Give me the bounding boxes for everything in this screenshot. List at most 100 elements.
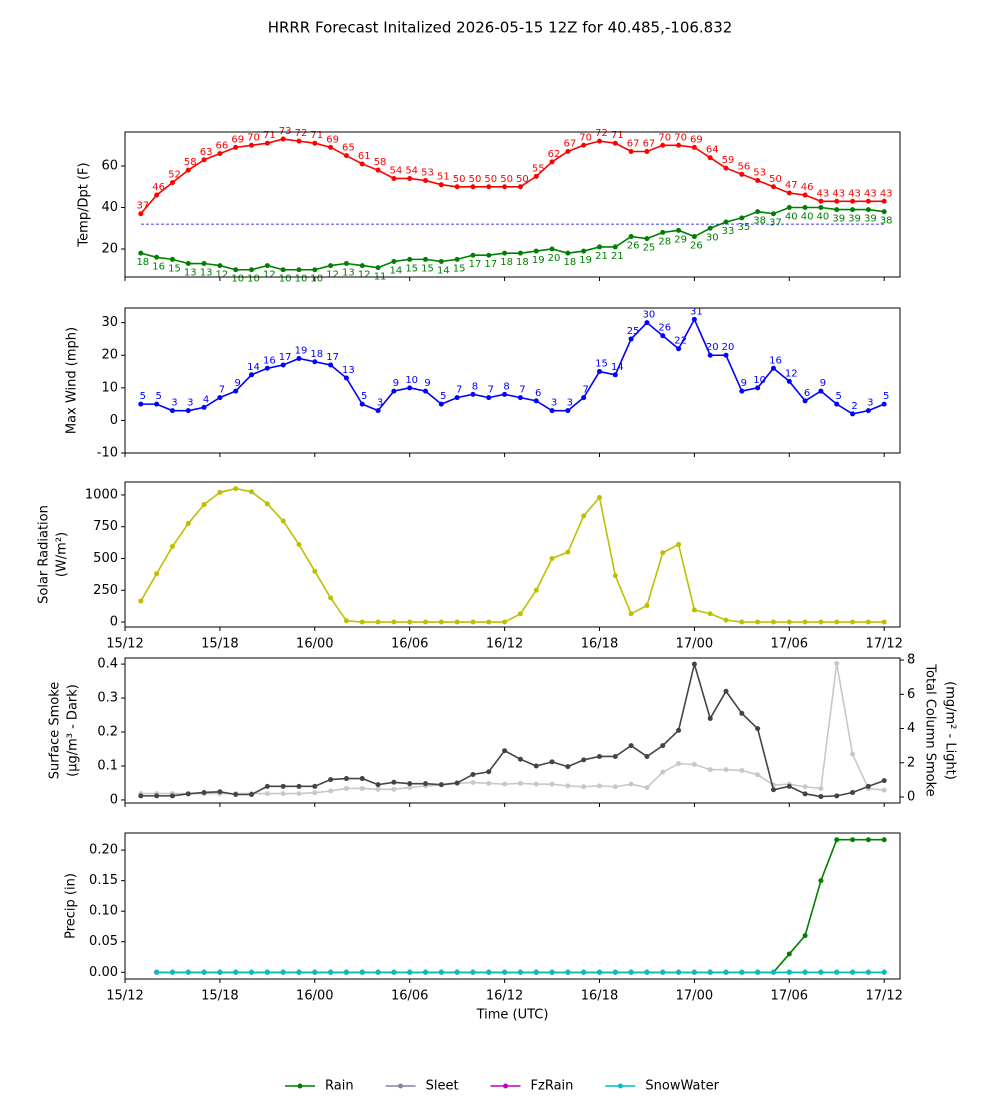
data-point	[296, 542, 302, 548]
data-point	[438, 782, 444, 788]
data-point	[834, 198, 840, 204]
data-point	[850, 837, 856, 843]
data-point	[407, 175, 413, 181]
data-point	[169, 793, 175, 799]
y2-tick-label: 4	[907, 721, 915, 736]
data-label: 71	[611, 130, 624, 141]
data-point	[660, 142, 666, 148]
data-point	[850, 411, 856, 417]
data-label: 58	[374, 157, 387, 168]
series-line	[140, 663, 885, 795]
plot-area	[138, 660, 887, 800]
data-point	[328, 595, 334, 601]
data-point	[786, 969, 792, 975]
y-tick-label: 750	[93, 519, 118, 534]
data-point	[470, 252, 476, 258]
data-point	[502, 184, 508, 190]
data-point	[707, 767, 713, 773]
y-tick-label: 40	[101, 200, 118, 215]
data-point	[517, 780, 523, 786]
data-label: 40	[785, 212, 798, 223]
data-point	[850, 751, 856, 757]
data-point	[533, 969, 539, 975]
data-label: 26	[658, 323, 671, 334]
data-point	[154, 254, 160, 260]
data-point	[818, 794, 824, 800]
data-point	[391, 779, 397, 785]
data-label: 46	[801, 182, 814, 193]
data-label: 40	[801, 212, 814, 223]
data-point	[502, 969, 508, 975]
y-tick-label: 0.10	[89, 904, 118, 919]
data-point	[549, 781, 555, 787]
data-point	[739, 767, 745, 773]
data-point	[850, 207, 856, 213]
data-point	[628, 611, 634, 617]
data-label: 20	[722, 342, 735, 353]
data-point	[343, 375, 349, 381]
data-point	[249, 489, 255, 495]
data-point	[217, 489, 223, 495]
data-point	[343, 969, 349, 975]
data-point	[881, 969, 887, 975]
data-label: 62	[548, 149, 561, 160]
data-label: 18	[136, 257, 149, 268]
data-point	[628, 148, 634, 154]
data-point	[676, 346, 682, 352]
data-label: 50	[484, 174, 497, 185]
data-label: 43	[864, 188, 877, 199]
data-point	[517, 395, 523, 401]
data-point	[233, 388, 239, 394]
y-tick-label: 30	[101, 315, 118, 330]
data-point	[217, 151, 223, 157]
data-point	[660, 333, 666, 339]
data-label: 67	[563, 138, 576, 149]
y-tick-label: 0.05	[89, 934, 118, 949]
x-tick-label: 17/00	[676, 989, 713, 1004]
data-point	[770, 969, 776, 975]
data-point	[264, 783, 270, 789]
data-point	[881, 778, 887, 784]
x-tick-label: 16/06	[391, 989, 428, 1004]
data-point	[834, 660, 840, 666]
data-point	[881, 209, 887, 215]
y-axis-label: Solar Radiation	[37, 505, 52, 604]
data-label: 25	[643, 243, 656, 254]
data-label: 43	[848, 188, 861, 199]
data-point	[454, 969, 460, 975]
x-tick-label: 16/18	[581, 989, 618, 1004]
data-point	[264, 263, 270, 269]
data-point	[881, 198, 887, 204]
data-point	[359, 401, 365, 407]
data-label: 20	[548, 253, 561, 264]
data-point	[707, 352, 713, 358]
data-point	[565, 250, 571, 256]
data-point	[375, 167, 381, 173]
data-label: 61	[358, 151, 371, 162]
data-point	[233, 792, 239, 798]
data-point	[676, 727, 682, 733]
data-point	[549, 159, 555, 165]
data-point	[818, 198, 824, 204]
data-point	[691, 661, 697, 667]
data-label: 13	[342, 268, 355, 279]
data-point	[486, 619, 492, 625]
data-label: 3	[551, 398, 557, 409]
x-tick-label: 15/18	[201, 989, 238, 1004]
data-point	[154, 793, 160, 799]
data-point	[581, 513, 587, 519]
data-point	[644, 785, 650, 791]
data-label: 52	[168, 170, 181, 181]
data-label: 58	[184, 157, 197, 168]
data-point	[343, 618, 349, 624]
data-point	[438, 401, 444, 407]
data-label: 39	[848, 214, 861, 225]
data-point	[249, 372, 255, 378]
data-point	[470, 619, 476, 625]
data-label: 10	[247, 274, 260, 285]
data-point	[723, 969, 729, 975]
data-label: 15	[405, 263, 418, 274]
data-point	[802, 791, 808, 797]
x-tick-label: 15/18	[201, 637, 238, 652]
